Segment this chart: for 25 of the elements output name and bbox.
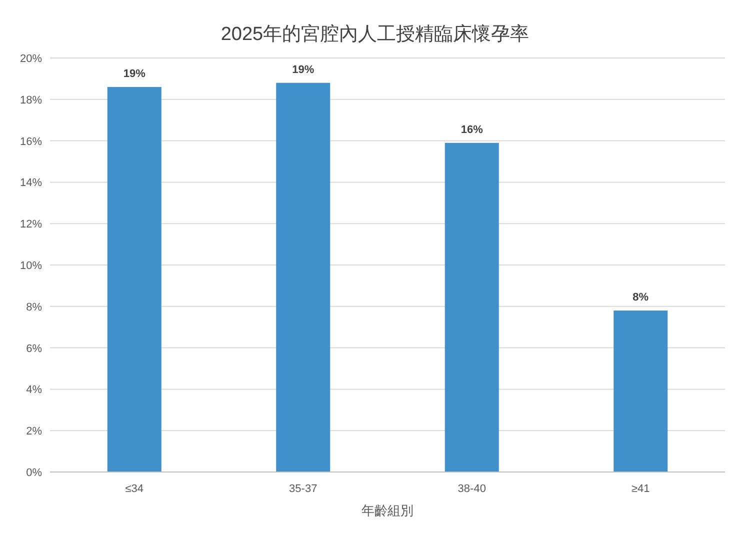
y-tick-label: 20% [20, 53, 42, 65]
y-tick-label: 0% [26, 467, 42, 479]
x-tick-label: 35-37 [289, 483, 318, 495]
data-label: 16% [460, 124, 484, 136]
y-tick-label: 8% [26, 301, 42, 314]
y-tick-label: 16% [20, 136, 42, 148]
x-tick-label: ≤34 [125, 483, 144, 495]
chart-title: 2025年的宮腔內人工授精臨床懷孕率 [220, 23, 530, 45]
y-tick-label: 14% [20, 177, 42, 190]
y-tick-label: 4% [26, 384, 42, 396]
data-label: 19% [123, 68, 146, 80]
data-label: 8% [632, 292, 649, 304]
x-tick-label: ≥41 [631, 483, 650, 495]
bar [276, 82, 330, 472]
x-tick-label: 38-40 [458, 483, 486, 495]
y-tick-label: 10% [20, 260, 42, 272]
y-tick-label: 2% [26, 426, 42, 438]
y-tick-label: 12% [20, 218, 42, 231]
bar [444, 142, 499, 472]
bar [107, 86, 162, 472]
y-tick-label: 18% [20, 94, 42, 106]
y-tick-label: 6% [26, 342, 42, 355]
bar [614, 310, 668, 472]
data-label: 19% [292, 64, 314, 76]
x-axis-title: 年齡組別 [362, 503, 414, 518]
